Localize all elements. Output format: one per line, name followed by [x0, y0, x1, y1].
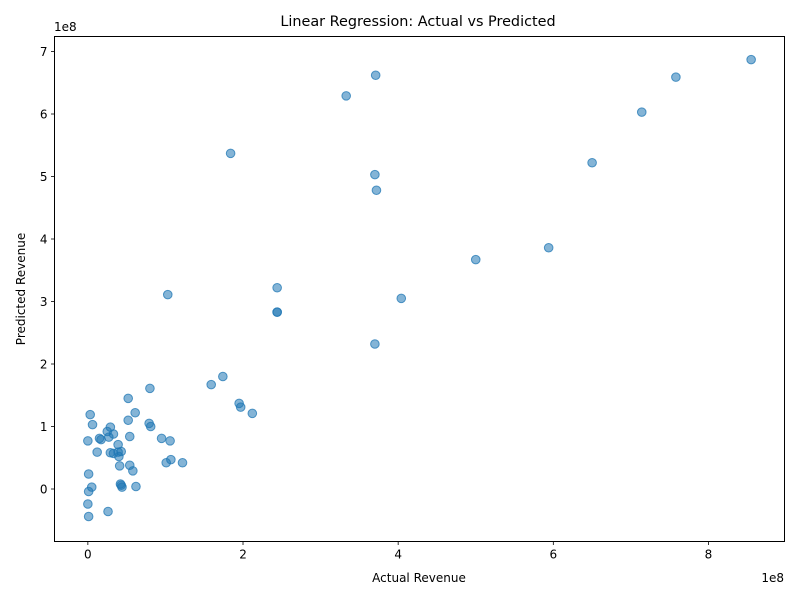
data-point [92, 447, 102, 457]
data-point [247, 408, 258, 419]
data-point [83, 486, 94, 497]
points-layer [83, 54, 756, 522]
data-point [128, 466, 138, 476]
data-point [123, 393, 133, 404]
y-tick-label: 0 [40, 482, 48, 496]
y-tick-label: 6 [40, 107, 48, 121]
y-tick-label: 2 [40, 357, 48, 371]
chart-title: Linear Regression: Actual vs Predicted [280, 14, 555, 30]
data-point [225, 148, 236, 159]
data-point [161, 457, 172, 468]
data-point [341, 91, 351, 101]
y-axis-offset-label: 1e8 [54, 20, 77, 34]
data-point [206, 379, 217, 390]
data-point [103, 506, 113, 517]
y-tick-label: 7 [40, 45, 48, 59]
data-point [370, 70, 381, 81]
x-tick-label: 2 [239, 548, 247, 562]
data-point [371, 185, 382, 196]
x-tick-label: 4 [394, 548, 402, 562]
data-point [114, 461, 125, 471]
data-point [145, 421, 156, 432]
data-point [218, 371, 228, 382]
data-point [272, 307, 282, 317]
data-point [130, 407, 140, 418]
x-tick-label: 8 [705, 548, 713, 562]
x-tick-label: 0 [84, 548, 92, 562]
x-axis-label: Actual Revenue [372, 571, 466, 585]
data-point [370, 169, 380, 180]
y-axis-ticks: 0 1 2 3 4 5 6 7 [40, 45, 55, 496]
data-point [124, 431, 135, 442]
y-tick-label: 5 [40, 170, 48, 184]
data-point [671, 72, 681, 82]
data-point [131, 481, 141, 492]
data-point [145, 383, 155, 394]
data-point [83, 499, 93, 509]
data-point [235, 402, 246, 412]
data-point [117, 482, 127, 492]
data-point [370, 339, 380, 349]
y-tick-label: 4 [40, 232, 48, 246]
data-point [87, 419, 98, 430]
x-tick-label: 6 [550, 548, 558, 562]
data-point [83, 436, 93, 446]
data-point [123, 415, 133, 426]
data-point [587, 157, 597, 168]
data-point [177, 457, 188, 468]
data-point [108, 448, 119, 459]
data-point [156, 433, 167, 444]
plot-frame [54, 36, 785, 542]
data-point [162, 289, 173, 300]
data-point [83, 469, 94, 479]
y-tick-label: 3 [40, 295, 48, 309]
data-point [272, 282, 282, 293]
data-point [636, 107, 647, 117]
y-tick-label: 1 [40, 420, 48, 434]
data-point [96, 434, 106, 445]
data-point [543, 242, 554, 253]
data-point [83, 511, 94, 522]
x-axis-offset-label: 1e8 [761, 571, 784, 585]
data-point [746, 54, 756, 65]
data-point [85, 409, 95, 420]
data-point [396, 293, 407, 304]
x-axis-ticks: 0 2 4 6 8 [84, 541, 713, 562]
data-point [165, 436, 175, 446]
data-point [470, 254, 481, 265]
y-axis-label: Predicted Revenue [14, 233, 28, 345]
